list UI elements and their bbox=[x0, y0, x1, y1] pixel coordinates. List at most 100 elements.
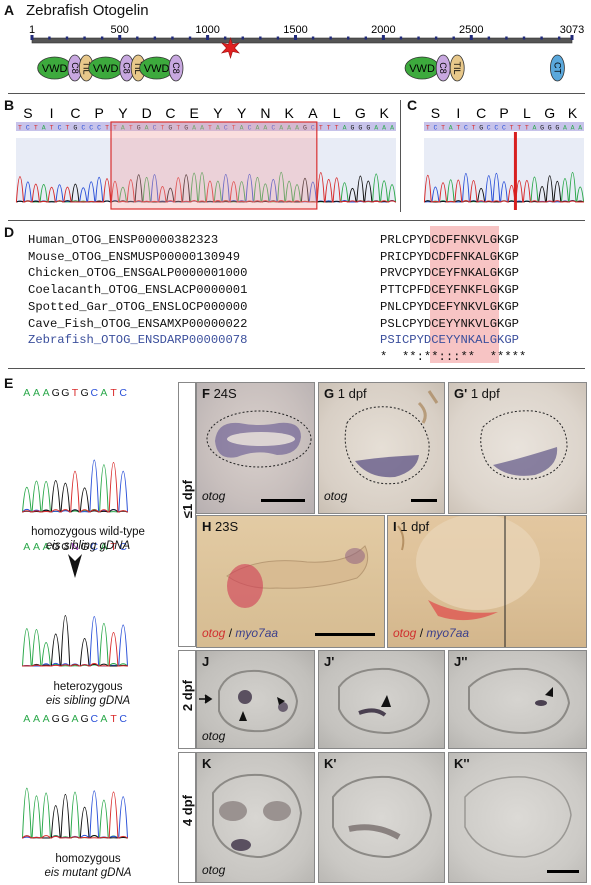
domain-label: C8 bbox=[122, 62, 132, 74]
row-label-le1dpf: ≤1 dpf bbox=[180, 480, 195, 519]
base-call-letter: G bbox=[52, 713, 60, 725]
row-label-2dpf: 2 dpf bbox=[180, 680, 195, 712]
aa-letter: I bbox=[456, 105, 460, 121]
panel-b-label: B bbox=[4, 97, 15, 113]
nt-letter: G bbox=[303, 125, 307, 132]
aa-letter: Y bbox=[237, 105, 247, 121]
trace-caption-3: homozygous eis mutant gDNA bbox=[44, 853, 132, 879]
domain-label: TIL bbox=[81, 61, 91, 74]
base-call-letter: G bbox=[81, 541, 89, 553]
nt-letter: A bbox=[390, 125, 394, 132]
panel-i-stage: 1 dpf bbox=[400, 519, 430, 534]
alignment-species-name: Mouse_OTOG_ENSMUSP00000130949 bbox=[28, 249, 241, 264]
scale-bar-h bbox=[315, 633, 375, 636]
aa-letter: D bbox=[142, 105, 152, 121]
domain-label: C8 bbox=[171, 62, 181, 74]
minor-tick bbox=[557, 36, 561, 40]
domain-label: TIL bbox=[133, 61, 143, 74]
nt-letter: C bbox=[271, 125, 275, 132]
panel-j3-image: J'' bbox=[448, 650, 587, 749]
nt-letter: G bbox=[479, 125, 483, 132]
panel-k3-image: K'' bbox=[448, 752, 587, 883]
nt-letter: T bbox=[176, 125, 180, 132]
nt-letter: T bbox=[66, 125, 70, 132]
deletion-highlight-box bbox=[110, 121, 318, 210]
nt-letter: A bbox=[192, 125, 196, 132]
nt-letter: T bbox=[456, 125, 460, 132]
trace-bg bbox=[16, 138, 396, 202]
nt-letter: C bbox=[502, 125, 506, 132]
nt-letter: G bbox=[555, 125, 559, 132]
nt-letter: G bbox=[540, 125, 544, 132]
minor-tick bbox=[311, 36, 315, 40]
panel-j-image: J otog bbox=[196, 650, 315, 749]
nt-letter: A bbox=[382, 125, 386, 132]
domain-label: VWD bbox=[42, 63, 68, 75]
trace-A bbox=[22, 464, 128, 513]
aa-letter: E bbox=[189, 105, 198, 121]
nt-letter: A bbox=[571, 125, 575, 132]
panel-h-label: H bbox=[202, 519, 212, 534]
minor-tick bbox=[100, 36, 104, 40]
base-call-letter: T bbox=[72, 387, 79, 399]
panel-i-genes: otog / myo7aa bbox=[393, 626, 470, 640]
base-call-letter: G bbox=[81, 387, 89, 399]
base-call-letter: T bbox=[110, 541, 117, 553]
panel-f-label: F bbox=[202, 386, 210, 401]
alignment-species-name: Zebrafish_OTOG_ENSDARP00000078 bbox=[28, 333, 248, 348]
panel-j-label: J bbox=[202, 654, 210, 669]
major-tick bbox=[570, 35, 574, 40]
panel-a-label: A bbox=[4, 2, 15, 18]
nt-letter: T bbox=[510, 125, 514, 132]
panel-j2-image: J' bbox=[318, 650, 445, 749]
base-call-letter: A bbox=[23, 387, 30, 399]
aa-letter: L bbox=[523, 105, 531, 121]
minor-tick bbox=[136, 36, 139, 40]
tick-label: 1 bbox=[29, 24, 35, 36]
base-call-letter: A bbox=[33, 541, 40, 553]
base-call-letter: C bbox=[119, 713, 127, 725]
nt-letter: G bbox=[168, 125, 172, 132]
minor-tick bbox=[399, 36, 403, 40]
alignment-sequences: PRLCPYDCDFFNKVLGKGP PRICPYDCDFFNKALGKGP PR… bbox=[380, 232, 526, 366]
aa-letter: N bbox=[260, 105, 270, 121]
panel-k2-image: K' bbox=[318, 752, 445, 883]
nt-letter: T bbox=[208, 125, 212, 132]
nt-letter: A bbox=[256, 125, 260, 132]
panel-k3-label: K'' bbox=[454, 756, 470, 771]
base-call-letter: A bbox=[100, 713, 107, 725]
scale-bar-f bbox=[261, 499, 305, 502]
trace-T bbox=[22, 632, 128, 667]
nt-letter: C bbox=[81, 125, 85, 132]
nt-letter: A bbox=[200, 125, 204, 132]
minor-tick bbox=[276, 36, 280, 40]
nt-letter: A bbox=[121, 125, 125, 132]
base-call-letter: A bbox=[43, 541, 50, 553]
tick-label: 2000 bbox=[371, 24, 395, 36]
nt-letter: T bbox=[426, 125, 430, 132]
row-label-box-2 bbox=[178, 650, 196, 749]
minor-tick bbox=[65, 36, 69, 40]
minor-tick bbox=[434, 36, 438, 40]
nt-letter: A bbox=[343, 125, 347, 132]
domain-label: VWD bbox=[409, 63, 435, 75]
panel-k-label: K bbox=[202, 756, 212, 771]
aa-letter: S bbox=[431, 105, 440, 121]
nt-letter: G bbox=[548, 125, 552, 132]
base-call-letter: C bbox=[90, 541, 98, 553]
base-call-letter: A bbox=[43, 713, 50, 725]
domain-label: VWD bbox=[93, 63, 119, 75]
minor-tick bbox=[259, 36, 262, 40]
domain-label: CT bbox=[552, 62, 562, 74]
major-tick bbox=[381, 35, 385, 40]
minor-tick bbox=[171, 36, 174, 40]
aa-letter: C bbox=[476, 105, 486, 121]
nt-letter: A bbox=[563, 125, 567, 132]
trace-caption-1: homozygous wild-type eis sibling gDNA bbox=[31, 526, 145, 552]
panel-k-gene: otog bbox=[202, 863, 226, 877]
panel-e-label: E bbox=[4, 375, 14, 391]
domain-label: C8 bbox=[438, 62, 448, 74]
panel-h-image: H 23S otog / myo7aa bbox=[196, 515, 385, 648]
trace-T bbox=[22, 462, 128, 513]
